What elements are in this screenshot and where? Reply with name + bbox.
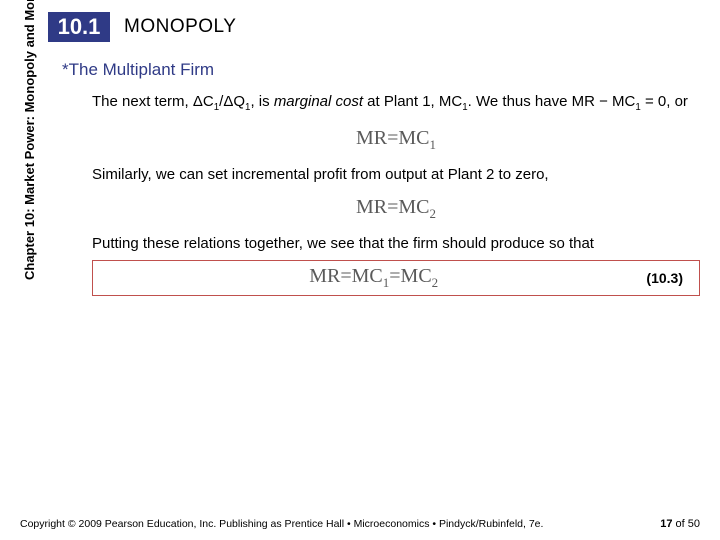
text: /ΔQ — [219, 93, 245, 110]
section-title: *The Multiplant Firm — [62, 60, 214, 80]
page-total: 50 — [688, 518, 700, 530]
text: at Plant 1, MC — [363, 93, 462, 110]
equation-text: MR=MC — [356, 196, 430, 218]
equation-text: MR=MC — [309, 265, 383, 287]
page-of: of — [672, 518, 687, 530]
sidebar-chapter-label: Chapter 10: Market Power: Monopoly and M… — [22, 0, 37, 280]
paragraph-1: The next term, ΔC1/ΔQ1, is marginal cost… — [92, 92, 700, 115]
text: , is — [250, 93, 273, 110]
equation-number: (10.3) — [646, 270, 691, 286]
chapter-title: MONOPOLY — [124, 16, 236, 38]
subscript: 2 — [430, 206, 437, 221]
page-current: 17 — [660, 518, 672, 530]
paragraph-2: Similarly, we can set incremental profit… — [92, 165, 700, 185]
chapter-number-badge: 10.1 — [48, 12, 110, 42]
equation-text: MR=MC — [356, 127, 430, 149]
page-number: 17 of 50 — [660, 518, 700, 530]
slide-body: The next term, ΔC1/ΔQ1, is marginal cost… — [92, 92, 700, 296]
subscript: 1 — [430, 137, 437, 152]
slide-footer: Copyright © 2009 Pearson Education, Inc.… — [20, 518, 700, 530]
paragraph-3: Putting these relations together, we see… — [92, 234, 700, 254]
equation-3: MR=MC1=MC2 — [101, 265, 646, 291]
text: . We thus have MR − MC — [468, 93, 636, 110]
equation-1: MR=MC1 — [92, 127, 700, 153]
equation-2: MR=MC2 — [92, 196, 700, 222]
equation-text: =MC — [389, 265, 431, 287]
equation-box: MR=MC1=MC2 (10.3) — [92, 260, 700, 296]
text: The next term, ΔC — [92, 93, 214, 110]
subscript: 2 — [432, 275, 439, 290]
text: = 0, or — [641, 93, 688, 110]
italic-term: marginal cost — [274, 93, 363, 110]
copyright-text: Copyright © 2009 Pearson Education, Inc.… — [20, 518, 543, 530]
